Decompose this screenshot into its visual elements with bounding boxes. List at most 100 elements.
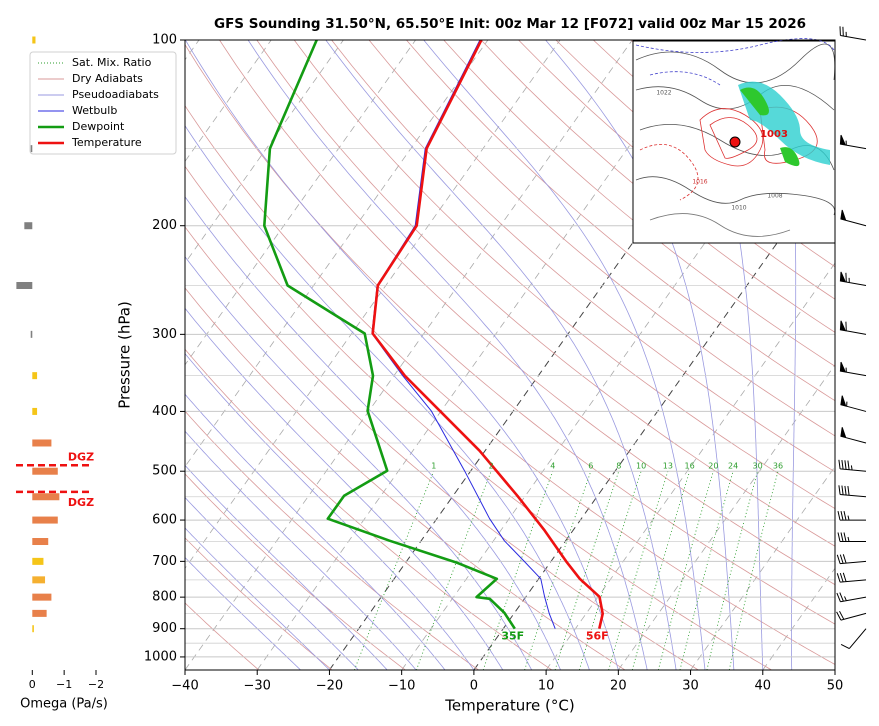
mixing-ratio-label: 1 xyxy=(431,462,436,471)
x-tick-label: −40 xyxy=(171,679,198,694)
isotherm-highlight xyxy=(473,160,835,670)
omega-tick-label: −2 xyxy=(88,678,104,691)
mixing-ratio-line xyxy=(554,471,620,670)
inset-contours xyxy=(635,38,836,237)
pseudoadiabat xyxy=(247,40,648,670)
legend-label: Dry Adiabats xyxy=(72,72,143,85)
plot-frame xyxy=(184,39,836,671)
chart-title: GFS Sounding 31.50°N, 65.50°E Init: 00z … xyxy=(214,16,806,32)
x-tick-label: 30 xyxy=(682,679,699,694)
pseudoadiabat xyxy=(185,393,446,670)
mixing-ratio-label: 36 xyxy=(773,462,783,471)
legend-label: Wetbulb xyxy=(72,104,117,117)
pseudoadiabat xyxy=(185,556,301,670)
y-tick-label: 900 xyxy=(152,621,177,636)
wind-barb xyxy=(840,427,867,444)
omega-bar xyxy=(24,222,33,230)
x-tick-label: 40 xyxy=(755,679,772,694)
inset-precip xyxy=(729,81,830,167)
mixing-ratio-line xyxy=(608,471,669,670)
wind-barb xyxy=(837,532,867,543)
wind-barb xyxy=(839,26,867,41)
pseudoadiabat xyxy=(545,40,735,670)
mixing-ratio-label: 13 xyxy=(663,462,673,471)
dgz-label: DGZ xyxy=(68,450,94,463)
dry-adiabat xyxy=(331,40,835,473)
mixing-ratio-line xyxy=(657,471,714,670)
surface-label: 35F xyxy=(501,630,524,643)
mixing-ratio-label: 4 xyxy=(550,462,555,471)
dry-adiabat xyxy=(293,40,835,510)
omega-bar xyxy=(32,593,52,601)
dry-adiabat xyxy=(480,40,835,333)
y-tick-label: 100 xyxy=(152,33,177,48)
dry-adiabat xyxy=(185,410,479,670)
isotherm xyxy=(185,40,489,468)
pseudoadiabat xyxy=(185,196,561,670)
x-tick-label: 50 xyxy=(827,679,844,694)
omega-bar xyxy=(32,609,47,617)
isotherm xyxy=(401,59,835,670)
omega-bar xyxy=(32,625,34,633)
wind-barb xyxy=(840,395,867,412)
pseudoadiabat xyxy=(185,307,504,670)
y-tick-label: 800 xyxy=(152,590,177,605)
y-tick-label: 700 xyxy=(152,554,177,569)
omega-bar xyxy=(32,576,46,584)
pseudoadiabat xyxy=(185,256,533,670)
y-tick-label: 400 xyxy=(152,404,177,419)
isotherm xyxy=(545,262,835,670)
wind-barb xyxy=(836,572,867,583)
mixing-ratio-line xyxy=(706,471,759,670)
x-axis-label: Temperature (°C) xyxy=(444,697,574,715)
wind-barb xyxy=(839,320,867,335)
x-tick-label: 0 xyxy=(470,679,478,694)
inset-label: 1008 xyxy=(767,193,782,200)
pseudoadiabat xyxy=(185,464,388,670)
y-tick-label: 300 xyxy=(152,327,177,342)
omega-bar xyxy=(32,439,52,447)
isotherm xyxy=(185,40,633,670)
pseudoadiabat xyxy=(185,353,475,670)
legend-label: Dewpoint xyxy=(72,120,125,133)
pseudoadiabat xyxy=(185,527,330,670)
dry-adiabat xyxy=(185,473,406,670)
omega-bar xyxy=(32,407,38,415)
isotherm xyxy=(185,40,416,366)
legend-label: Pseudoadiabats xyxy=(72,88,159,101)
pseudoadiabat xyxy=(185,40,619,670)
isotherm xyxy=(256,40,705,670)
isotherm xyxy=(185,40,561,570)
wind-barb xyxy=(838,485,867,498)
dry-adiabat xyxy=(185,43,835,625)
wind-barb xyxy=(836,554,867,565)
omega-bar xyxy=(32,493,60,501)
pseudoadiabat xyxy=(676,40,764,670)
x-tick-label: 10 xyxy=(538,679,555,694)
dry-adiabat xyxy=(185,104,835,665)
dry-adiabat xyxy=(368,40,835,437)
profile-temperature xyxy=(371,40,604,629)
mixing-ratio-line xyxy=(679,471,734,670)
omega-bar xyxy=(30,145,33,153)
wind-barb xyxy=(839,271,867,286)
omega-bar xyxy=(16,282,33,290)
legend-box xyxy=(29,51,177,155)
dry-adiabat xyxy=(185,602,260,670)
mixing-ratio-label: 6 xyxy=(588,462,593,471)
dry-adiabat xyxy=(185,348,553,670)
omega-tick-label: 0 xyxy=(29,678,36,691)
dry-adiabat xyxy=(185,537,333,670)
inset-label: 1016 xyxy=(692,179,707,186)
omega-bar xyxy=(32,36,36,44)
y-tick-label: 500 xyxy=(152,464,177,479)
wind-barb xyxy=(840,628,867,650)
mixing-ratio-label: 30 xyxy=(753,462,763,471)
pseudoadiabat xyxy=(325,40,677,670)
inset-label: 1022 xyxy=(656,90,671,97)
mixing-ratio-line xyxy=(353,471,435,670)
omega-bar xyxy=(32,538,49,546)
